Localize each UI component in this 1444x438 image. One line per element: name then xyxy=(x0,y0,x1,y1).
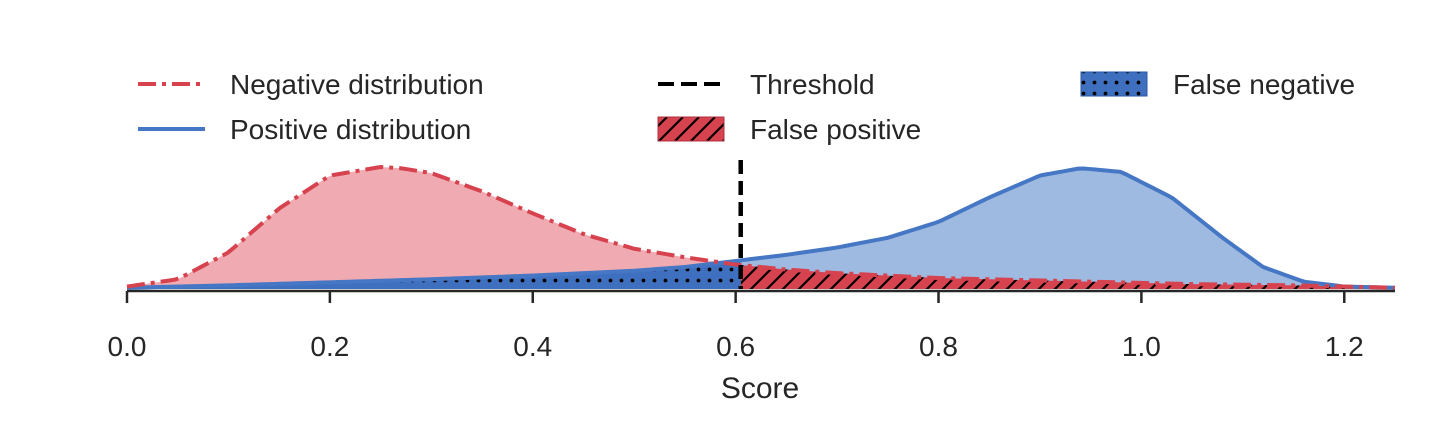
x-tick-label: 0.4 xyxy=(513,331,552,362)
legend-entry-negative: Negative distribution xyxy=(138,69,484,100)
legend-entry-false-positive: False positive xyxy=(657,114,921,145)
legend-label-false-negative: False negative xyxy=(1173,69,1355,100)
x-tick-label: 0.2 xyxy=(310,331,349,362)
legend-label-negative: Negative distribution xyxy=(230,69,484,100)
x-axis-label: Score xyxy=(721,372,799,405)
x-tick-label: 1.2 xyxy=(1325,331,1364,362)
false-negative-region xyxy=(127,260,741,289)
legend-label-positive: Positive distribution xyxy=(230,114,471,145)
x-tick-label: 0.8 xyxy=(919,331,958,362)
legend-label-threshold: Threshold xyxy=(750,69,875,100)
x-tick-label: 0.6 xyxy=(716,331,755,362)
legend-label-false-positive: False positive xyxy=(750,114,921,145)
legend-swatch-false-positive xyxy=(657,116,725,142)
legend-entry-threshold: Threshold xyxy=(658,69,875,100)
negative-distribution-line xyxy=(126,164,1396,290)
positive-distribution-line xyxy=(126,166,1396,290)
positive-distribution-area xyxy=(127,168,1395,289)
plot-area xyxy=(126,160,1396,290)
negative-distribution-area xyxy=(127,167,1395,289)
legend: Negative distribution Positive distribut… xyxy=(138,69,1355,145)
x-tick-label: 1.0 xyxy=(1122,331,1161,362)
legend-entry-false-negative: False negative xyxy=(1080,69,1355,100)
legend-entry-positive: Positive distribution xyxy=(138,114,471,145)
x-axis: 0.0 0.2 0.4 0.6 0.8 1.0 1.2 xyxy=(108,289,1395,362)
legend-swatch-false-negative xyxy=(1080,71,1148,97)
false-positive-region xyxy=(740,265,1395,289)
x-tick-label: 0.0 xyxy=(108,331,147,362)
